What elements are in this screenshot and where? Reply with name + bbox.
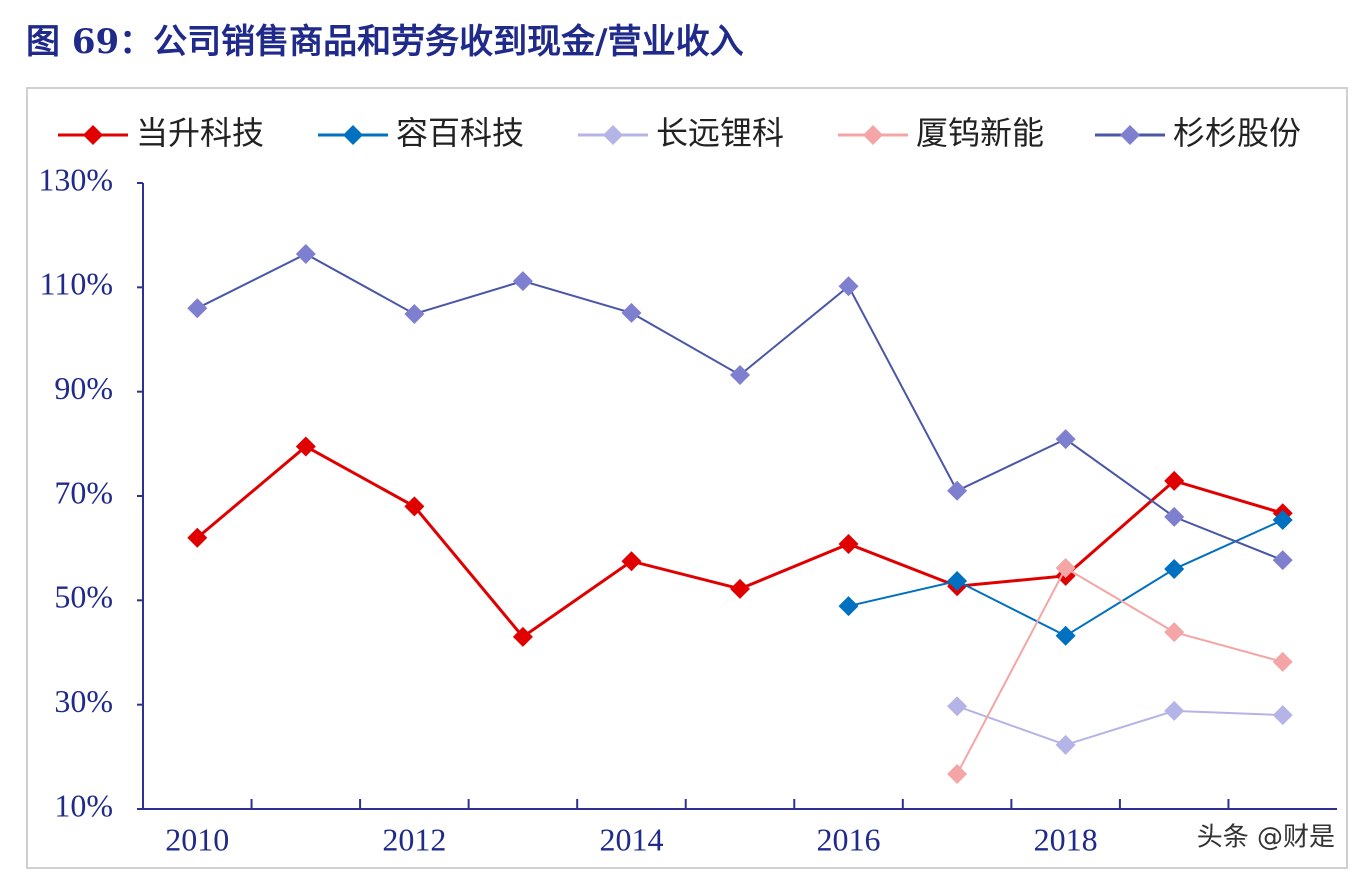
marker bbox=[621, 302, 642, 323]
x-tick-label: 2018 bbox=[1034, 821, 1098, 857]
y-tick-label: 50% bbox=[54, 579, 113, 615]
y-tick-label: 10% bbox=[54, 787, 113, 823]
marker bbox=[603, 125, 623, 145]
series-line bbox=[956, 566, 1283, 775]
x-tick-label: 2012 bbox=[382, 821, 446, 857]
marker bbox=[1055, 429, 1076, 450]
x-tick-label: 2010 bbox=[165, 821, 229, 857]
marker bbox=[838, 533, 859, 554]
marker bbox=[343, 125, 363, 145]
marker bbox=[1164, 700, 1185, 721]
legend-label: 当升科技 bbox=[136, 114, 264, 152]
marker bbox=[1272, 550, 1293, 571]
series-line bbox=[196, 444, 1284, 639]
series-line bbox=[196, 252, 1284, 562]
marker bbox=[1055, 625, 1076, 646]
y-tick-label: 130% bbox=[38, 161, 113, 197]
marker bbox=[1164, 470, 1185, 491]
marker bbox=[1272, 705, 1293, 726]
marker bbox=[83, 125, 103, 145]
marker bbox=[838, 276, 859, 297]
marker bbox=[1164, 559, 1185, 580]
marker bbox=[187, 527, 208, 548]
marker bbox=[947, 696, 968, 717]
marker bbox=[187, 298, 208, 319]
marker bbox=[621, 551, 642, 572]
x-tick-label: 2016 bbox=[817, 821, 881, 857]
marker bbox=[512, 626, 533, 647]
marker bbox=[1055, 557, 1076, 578]
chart-frame bbox=[26, 87, 1348, 869]
legend-label: 杉杉股份 bbox=[1173, 114, 1301, 152]
marker bbox=[512, 271, 533, 292]
watermark: 头条 @财是 bbox=[1197, 823, 1335, 853]
marker bbox=[947, 764, 968, 785]
marker bbox=[947, 480, 968, 501]
marker bbox=[863, 125, 883, 145]
marker bbox=[730, 578, 750, 599]
marker bbox=[1272, 651, 1293, 672]
series-line bbox=[956, 705, 1283, 746]
legend-label: 长远锂科 bbox=[656, 114, 784, 152]
chart-title: 图 69：公司销售商品和劳务收到现金/营业收入 bbox=[26, 22, 744, 62]
marker bbox=[1164, 622, 1185, 643]
marker bbox=[1164, 506, 1185, 527]
y-tick-label: 70% bbox=[54, 474, 113, 510]
y-tick-label: 30% bbox=[54, 683, 113, 719]
marker bbox=[730, 364, 750, 385]
legend-label: 厦钨新能 bbox=[916, 114, 1044, 152]
marker bbox=[404, 496, 425, 517]
x-tick-label: 2014 bbox=[599, 821, 663, 857]
y-tick-label: 90% bbox=[54, 370, 113, 406]
marker bbox=[295, 436, 316, 457]
marker bbox=[947, 571, 968, 592]
marker bbox=[404, 303, 425, 324]
marker bbox=[1120, 125, 1140, 145]
marker bbox=[295, 243, 316, 264]
y-tick-label: 110% bbox=[40, 266, 113, 302]
marker bbox=[1272, 509, 1293, 530]
marker bbox=[1055, 734, 1076, 755]
marker bbox=[838, 596, 859, 617]
legend-label: 容百科技 bbox=[396, 114, 524, 152]
